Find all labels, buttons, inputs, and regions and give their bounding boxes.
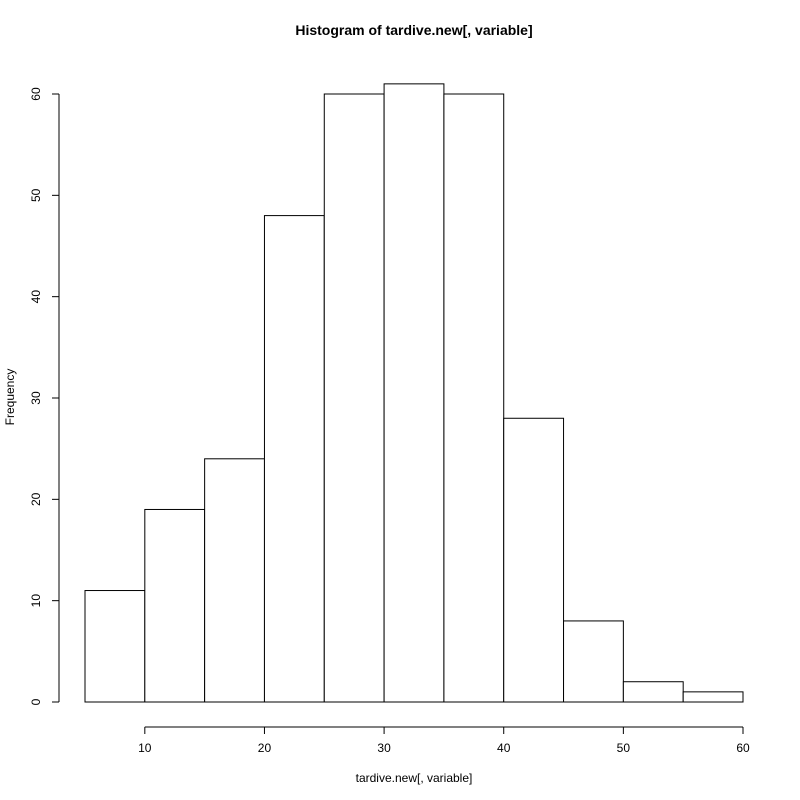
histogram-bar-45-50 (563, 620, 624, 703)
y-tick-label-30: 30 (29, 391, 43, 405)
histogram-bar-10-15 (144, 508, 206, 703)
x-axis-label: tardive.new[, variable] (356, 771, 473, 785)
y-tick-label-20: 20 (29, 492, 43, 506)
x-tick-label-60: 60 (736, 741, 750, 755)
histogram-bar-50-55 (622, 681, 684, 703)
y-tick-label-60: 60 (29, 87, 43, 101)
y-axis-label: Frequency (3, 369, 17, 426)
histogram-bar-5-10 (84, 590, 146, 703)
histogram-bar-55-60 (682, 691, 744, 703)
histogram-bar-30-35 (383, 83, 445, 703)
y-axis: 0 10 20 30 40 50 60 (29, 87, 60, 705)
y-tick-label-10: 10 (29, 594, 43, 608)
x-axis: 10 20 30 40 50 60 (138, 726, 750, 755)
chart-title: Histogram of tardive.new[, variable] (295, 22, 532, 38)
histogram-bar-35-40 (443, 93, 505, 703)
histogram-bar-20-25 (263, 215, 325, 703)
x-tick-label-10: 10 (138, 741, 152, 755)
y-tick-label-40: 40 (29, 290, 43, 304)
x-tick-label-20: 20 (258, 741, 272, 755)
x-tick-label-30: 30 (377, 741, 391, 755)
histogram-bar-15-20 (204, 458, 265, 703)
histogram-bar-25-30 (323, 93, 385, 703)
bars-group (84, 83, 744, 703)
y-tick-label-0: 0 (29, 698, 43, 705)
x-tick-label-50: 50 (617, 741, 631, 755)
x-tick-label-40: 40 (497, 741, 511, 755)
histogram-bar-40-45 (503, 417, 565, 703)
y-tick-label-50: 50 (29, 188, 43, 202)
